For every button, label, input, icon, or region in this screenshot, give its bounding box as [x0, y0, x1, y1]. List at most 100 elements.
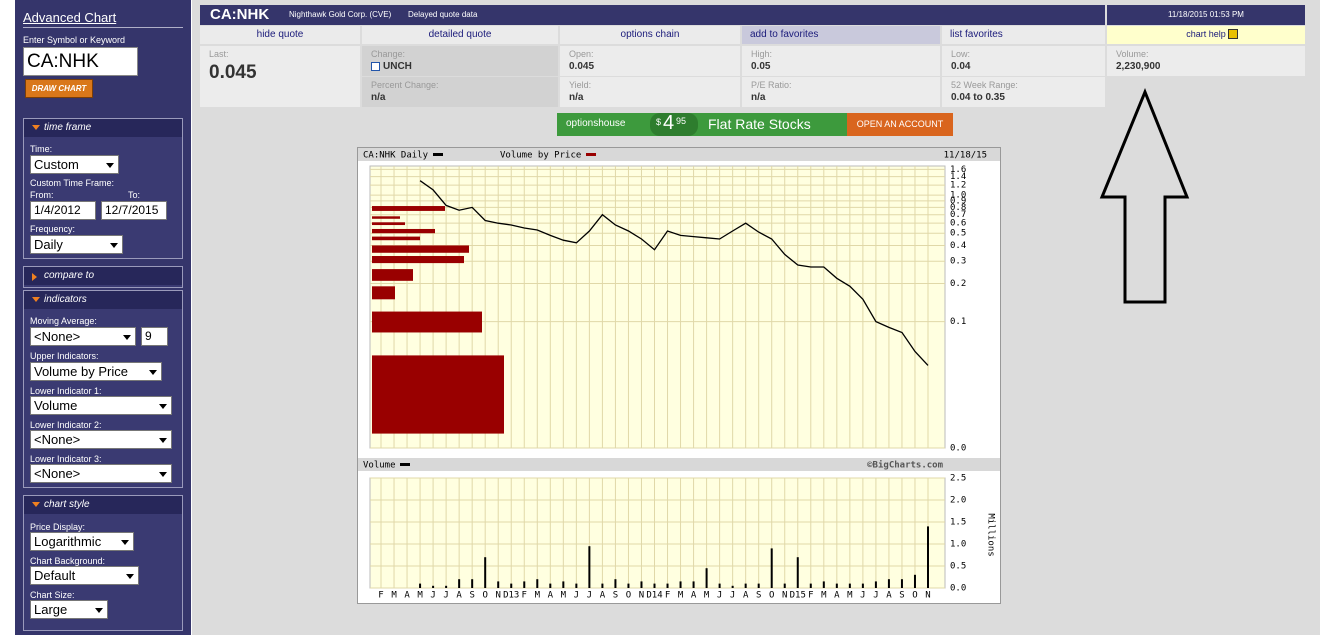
select[interactable]: <None> — [30, 327, 136, 346]
volume-bar — [484, 557, 487, 588]
select-arrow — [106, 163, 114, 168]
select[interactable]: <None> — [30, 430, 172, 449]
legend-label: Volume — [363, 461, 396, 471]
x-tick-label: M — [821, 591, 827, 601]
panel-header[interactable] — [24, 291, 182, 309]
volume-bar — [731, 585, 734, 588]
volume-bar — [861, 583, 864, 588]
volume-bar — [666, 583, 669, 588]
tab-cell — [742, 26, 940, 44]
tab[interactable]: list favorites — [950, 29, 1003, 40]
quote-value: 0.04 to 0.35 — [951, 92, 1005, 103]
x-tick-label: M — [391, 591, 397, 601]
y-tick-label: 0.7 — [950, 210, 966, 220]
select-arrow — [159, 438, 167, 443]
quote-note: Delayed quote data — [408, 10, 478, 19]
x-tick-label: A — [548, 591, 554, 601]
quote-cell — [942, 77, 1105, 107]
ad-price: 4 — [663, 112, 675, 134]
ad-cta[interactable]: OPEN AN ACCOUNT — [847, 113, 953, 136]
volume-by-price-bar — [372, 236, 420, 241]
field-label: Price Display: — [30, 522, 86, 532]
select[interactable]: Logarithmic — [30, 532, 134, 551]
x-tick-label: J — [860, 591, 865, 601]
legend-swatch — [586, 153, 596, 156]
y-tick-label: 1.6 — [950, 165, 966, 175]
panel-header[interactable] — [24, 267, 182, 285]
quote-cell — [942, 46, 1105, 76]
panel-heading[interactable]: compare to — [44, 270, 95, 281]
volume-bar — [653, 583, 656, 588]
volume-bar — [627, 583, 630, 588]
volume-bar — [458, 579, 461, 588]
symbol-input[interactable]: CA:NHK — [23, 47, 138, 76]
panel-heading[interactable]: time frame — [44, 122, 92, 133]
unch-icon — [371, 62, 380, 71]
x-tick-label: N — [925, 591, 930, 601]
select[interactable]: Daily — [30, 235, 123, 254]
text-input[interactable]: 12/7/2015 — [101, 201, 167, 220]
draw-button[interactable]: DRAW CHART — [25, 79, 93, 98]
y-tick-label: 1.0 — [950, 191, 966, 201]
field-label: Chart Size: — [30, 590, 75, 600]
quote-cell — [560, 46, 740, 76]
tab[interactable]: hide quote — [256, 29, 304, 40]
y-tick-label: 0.0 — [950, 584, 966, 594]
ad-brand: optionshouse — [566, 118, 626, 129]
quote-label: Percent Change: — [371, 80, 439, 90]
tab[interactable]: add to favorites — [750, 29, 819, 40]
quote-value: n/a — [751, 92, 766, 103]
x-tick-label: S — [756, 591, 761, 601]
volume-by-price-bar — [372, 355, 504, 434]
select[interactable]: <None> — [30, 464, 172, 483]
panel-header[interactable] — [24, 119, 182, 137]
x-tick-label: N — [782, 591, 787, 601]
ad[interactable] — [557, 113, 847, 136]
x-tick-label: M — [561, 591, 567, 601]
select[interactable]: Large — [30, 600, 108, 619]
volume-bar — [510, 583, 513, 588]
select[interactable]: Custom — [30, 155, 119, 174]
y-tick-label: 0.8 — [950, 203, 966, 213]
x-tick-label: M — [678, 591, 684, 601]
volume-bar — [718, 583, 721, 588]
volume-bar — [900, 579, 903, 588]
select[interactable]: Volume — [30, 396, 172, 415]
tab[interactable]: detailed quote — [428, 29, 492, 40]
volume-by-price-bar — [372, 269, 413, 281]
x-tick-label: M — [847, 591, 853, 601]
x-tick-label: J — [574, 591, 579, 601]
tab[interactable]: options chain — [620, 29, 680, 40]
quote-value: 2,230,900 — [1116, 61, 1161, 72]
chart-credit: ©BigCharts.com — [867, 460, 943, 471]
x-tick-label: M — [417, 591, 423, 601]
volume-by-price-bar — [372, 286, 395, 300]
panel-heading[interactable]: indicators — [44, 294, 87, 305]
volume-bar — [679, 581, 682, 588]
field-label: To: — [128, 190, 141, 200]
x-tick-label: D14 — [646, 591, 662, 601]
panel-arrow — [32, 297, 40, 302]
volume-bar — [432, 585, 435, 588]
x-tick-label: S — [469, 591, 474, 601]
select[interactable]: Volume by Price — [30, 362, 162, 381]
volume-header — [358, 458, 1000, 471]
symbol-label: Enter Symbol or Keyword — [23, 35, 126, 45]
tab[interactable]: chart help — [1186, 29, 1226, 39]
quote-label: P/E Ratio: — [751, 80, 792, 90]
panel-heading[interactable]: chart style — [44, 499, 90, 510]
select[interactable]: Default — [30, 566, 139, 585]
volume-bar — [705, 568, 708, 588]
y-tick-label: 1.5 — [950, 518, 966, 528]
x-tick-label: N — [496, 591, 501, 601]
text-input[interactable]: 9 — [141, 327, 168, 346]
panel-arrow — [32, 502, 40, 507]
quote-cell — [560, 77, 740, 107]
panel-header[interactable] — [24, 496, 182, 514]
text-input[interactable]: 1/4/2012 — [30, 201, 96, 220]
select-arrow — [110, 243, 118, 248]
x-tick-label: J — [873, 591, 878, 601]
quote-label: Low: — [951, 49, 971, 59]
volume-bar — [614, 579, 617, 588]
